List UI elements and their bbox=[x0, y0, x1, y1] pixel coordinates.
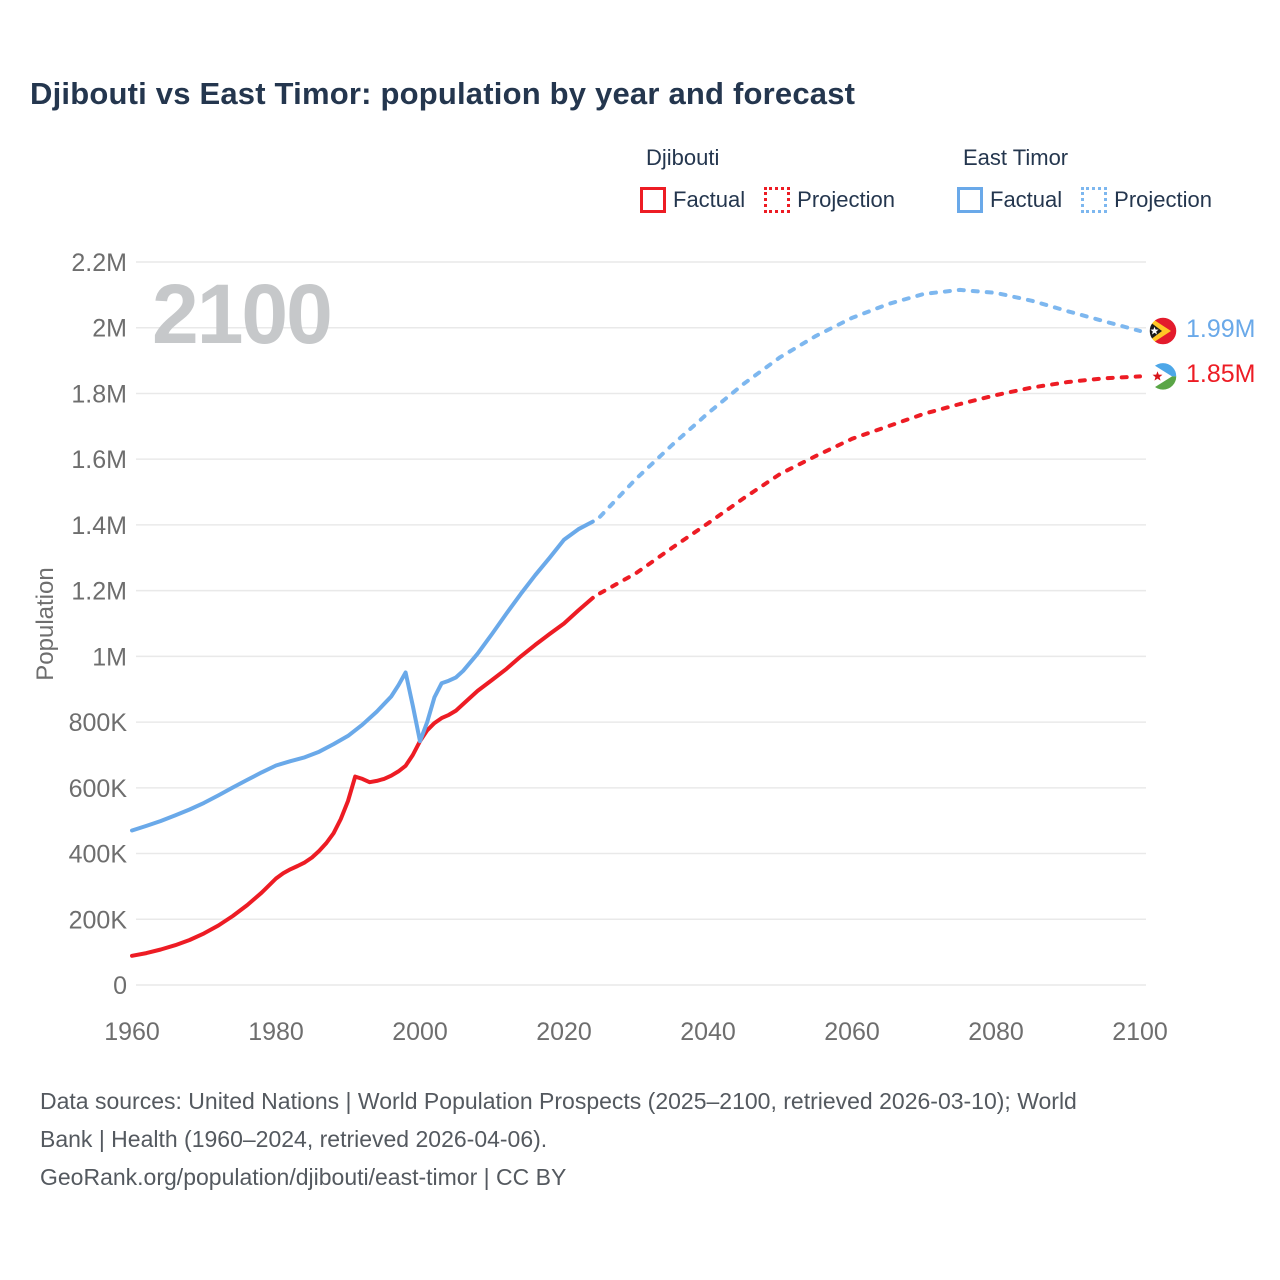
gridlines bbox=[136, 261, 1146, 986]
legend-item-east-timor-factual[interactable]: Factual bbox=[957, 187, 1062, 213]
footer-data-sources-line2: Bank | Health (1960–2024, retrieved 2026… bbox=[40, 1126, 548, 1152]
x-axis-tick-labels: 1960 1980 2000 2020 2040 2060 2080 2100 bbox=[104, 1018, 1168, 1046]
legend-swatch-solid-red bbox=[640, 187, 666, 213]
legend-item-label: Projection bbox=[797, 187, 895, 212]
legend-item-label: Factual bbox=[990, 187, 1063, 212]
series-lines bbox=[130, 287, 1142, 958]
legend-item-label: Factual bbox=[673, 187, 746, 212]
y-tick-label: 1.2M bbox=[71, 578, 127, 606]
y-tick-label: 1.8M bbox=[71, 380, 127, 408]
legend-row: Factual Projection bbox=[957, 187, 1231, 213]
watermark-year: 2100 bbox=[152, 267, 333, 361]
series-line-east-timor-projection bbox=[598, 287, 1142, 519]
x-tick-label: 2040 bbox=[680, 1018, 736, 1046]
y-tick-label: 2M bbox=[92, 315, 127, 343]
y-tick-label: 200K bbox=[69, 906, 128, 934]
y-tick-label: 1M bbox=[92, 643, 127, 671]
page-title: Djibouti vs East Timor: population by ye… bbox=[30, 76, 856, 111]
legend-item-djibouti-factual[interactable]: Factual bbox=[640, 187, 745, 213]
legend-item-east-timor-projection[interactable]: Projection bbox=[1081, 187, 1212, 213]
end-value-label-east-timor: 1.99M bbox=[1186, 315, 1256, 343]
legend-item-djibouti-projection[interactable]: Projection bbox=[764, 187, 895, 213]
series-line-djibouti-factual bbox=[130, 595, 595, 958]
legend-group-djibouti: Djibouti Factual Projection bbox=[640, 144, 914, 213]
djibouti-flag-icon bbox=[1147, 360, 1179, 393]
series-line-east-timor-factual bbox=[130, 519, 595, 833]
y-tick-label: 1.6M bbox=[71, 446, 127, 474]
legend-group-east-timor: East Timor Factual Projection bbox=[957, 144, 1231, 213]
x-tick-label: 2000 bbox=[392, 1018, 448, 1046]
y-tick-label: 400K bbox=[69, 841, 128, 869]
x-tick-label: 2020 bbox=[536, 1018, 592, 1046]
y-tick-label: 800K bbox=[69, 709, 128, 737]
y-axis-tick-labels: 0 200K 400K 600K 800K 1M 1.2M 1.4M 1.6M 1.8M 2M 2.2… bbox=[69, 249, 128, 1000]
legend-swatch-solid-blue bbox=[957, 187, 983, 213]
x-tick-label: 1960 bbox=[104, 1018, 160, 1046]
legend-group-title: Djibouti bbox=[646, 145, 720, 170]
legend-row: Factual Projection bbox=[640, 187, 914, 213]
footer-attribution: GeoRank.org/population/djibouti/east-tim… bbox=[40, 1164, 567, 1190]
y-tick-label: 2.2M bbox=[71, 249, 127, 277]
legend-swatch-dotted-red bbox=[764, 187, 791, 213]
x-tick-label: 1980 bbox=[248, 1018, 304, 1046]
legend-group-title: East Timor bbox=[963, 145, 1069, 170]
east-timor-flag-icon bbox=[1147, 315, 1179, 347]
y-tick-label: 600K bbox=[69, 775, 128, 803]
y-tick-label: 0 bbox=[113, 972, 127, 1000]
footer: Data sources: United Nations | World Pop… bbox=[40, 1082, 1250, 1196]
x-tick-label: 2060 bbox=[824, 1018, 880, 1046]
legend-item-label: Projection bbox=[1114, 187, 1212, 212]
series-line-djibouti-projection bbox=[598, 374, 1142, 596]
y-tick-label: 1.4M bbox=[71, 512, 127, 540]
x-tick-label: 2100 bbox=[1112, 1018, 1168, 1046]
chart-plot-area[interactable]: 0 200K 400K 600K 800K 1M 1.2M 1.4M 1.6M 1.8M 2M 2.2… bbox=[0, 0, 1280, 1070]
legend-swatch-dotted-blue bbox=[1081, 187, 1108, 213]
x-tick-label: 2080 bbox=[968, 1018, 1024, 1046]
end-value-label-djibouti: 1.85M bbox=[1186, 360, 1256, 388]
footer-data-sources-line1: Data sources: United Nations | World Pop… bbox=[40, 1088, 1077, 1114]
